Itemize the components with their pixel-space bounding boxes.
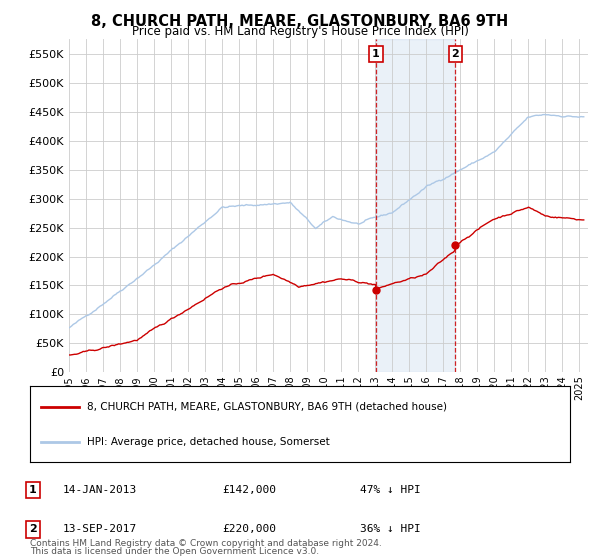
Text: £142,000: £142,000 [222, 485, 276, 495]
Text: 13-SEP-2017: 13-SEP-2017 [63, 524, 137, 534]
Text: 47% ↓ HPI: 47% ↓ HPI [360, 485, 421, 495]
Text: HPI: Average price, detached house, Somerset: HPI: Average price, detached house, Some… [86, 437, 329, 446]
Text: 1: 1 [372, 49, 380, 59]
Text: Price paid vs. HM Land Registry's House Price Index (HPI): Price paid vs. HM Land Registry's House … [131, 25, 469, 38]
Text: 36% ↓ HPI: 36% ↓ HPI [360, 524, 421, 534]
Text: 2: 2 [29, 524, 37, 534]
Text: 8, CHURCH PATH, MEARE, GLASTONBURY, BA6 9TH: 8, CHURCH PATH, MEARE, GLASTONBURY, BA6 … [91, 14, 509, 29]
Text: Contains HM Land Registry data © Crown copyright and database right 2024.: Contains HM Land Registry data © Crown c… [30, 539, 382, 548]
Text: 14-JAN-2013: 14-JAN-2013 [63, 485, 137, 495]
Text: This data is licensed under the Open Government Licence v3.0.: This data is licensed under the Open Gov… [30, 547, 319, 556]
Text: £220,000: £220,000 [222, 524, 276, 534]
Bar [376, 39, 455, 372]
Text: 8, CHURCH PATH, MEARE, GLASTONBURY, BA6 9TH (detached house): 8, CHURCH PATH, MEARE, GLASTONBURY, BA6 … [86, 402, 446, 412]
Text: 1: 1 [29, 485, 37, 495]
Text: 2: 2 [452, 49, 460, 59]
